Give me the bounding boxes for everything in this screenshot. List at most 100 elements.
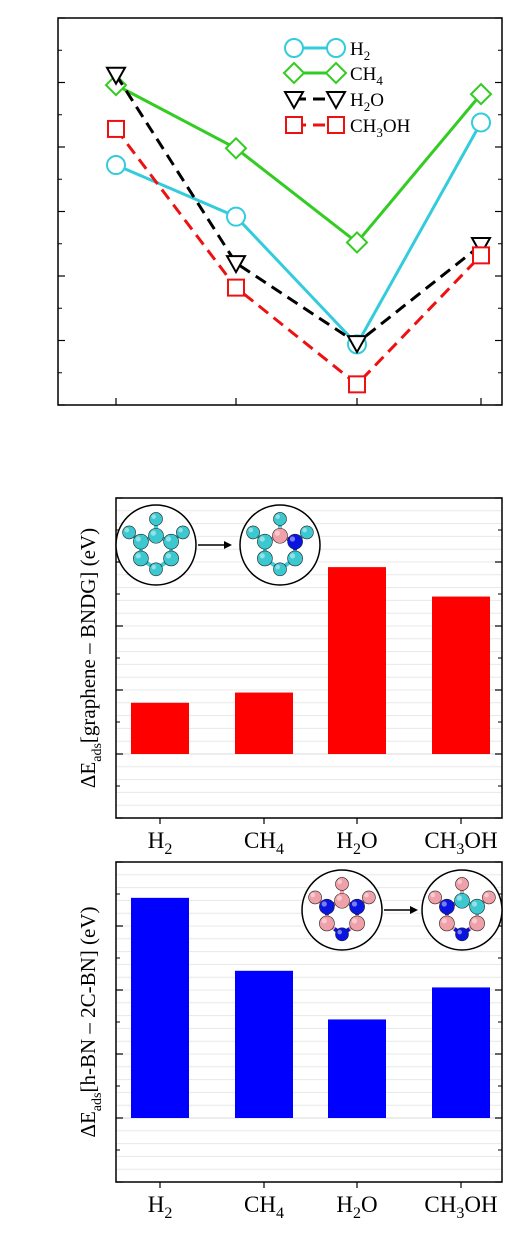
- series-line: [115, 121, 483, 347]
- bar-0: [131, 702, 189, 754]
- atom-highlight: [151, 514, 157, 519]
- atom: [133, 533, 149, 550]
- atom: [334, 892, 350, 909]
- atom: [469, 898, 485, 915]
- atom: [349, 915, 365, 932]
- atom-highlight: [484, 892, 489, 898]
- atom: [257, 550, 273, 567]
- x-tick-label-main: H: [148, 1192, 165, 1217]
- x-tick-label-main: H: [336, 828, 353, 853]
- x-tick-label: H2: [148, 828, 173, 858]
- y-axis-label-main: ΔE: [76, 1111, 100, 1137]
- structure-circle: [301, 869, 383, 951]
- atom: [133, 550, 149, 567]
- atom-highlight: [275, 564, 280, 570]
- atom: [455, 877, 469, 891]
- atom-highlight: [259, 553, 265, 559]
- atom-highlight: [302, 527, 307, 533]
- structure-circle: [115, 504, 197, 586]
- atom: [246, 525, 260, 540]
- x-tick-label-sub: 2: [164, 841, 172, 858]
- atom-highlight: [457, 929, 462, 935]
- x-tick-label-sub: 4: [276, 841, 284, 858]
- x-tick-label: CH4: [244, 828, 284, 858]
- atom-highlight: [259, 536, 265, 542]
- atom-highlight: [165, 553, 172, 559]
- legend-label: CH4: [350, 64, 383, 88]
- data-point: [470, 237, 492, 257]
- data-point: [471, 112, 491, 133]
- atom-highlight: [165, 536, 172, 542]
- atom-highlight: [321, 901, 327, 907]
- atom: [287, 550, 303, 567]
- y-axis-label-main: ΔE: [76, 762, 100, 788]
- atom-highlight: [457, 879, 462, 884]
- x-tick-label-tail: OH: [464, 828, 497, 853]
- atom: [300, 525, 314, 540]
- structure-circle: [239, 504, 321, 586]
- atom: [273, 512, 287, 526]
- atom-highlight: [351, 918, 358, 924]
- atom-highlight: [275, 514, 280, 519]
- legend-label-sub: 4: [376, 73, 383, 88]
- x-tick-label-main: H: [148, 828, 165, 853]
- legend-label-sub: 2: [364, 99, 371, 114]
- data-point: [325, 91, 347, 111]
- structure-circle: [421, 869, 503, 951]
- x-tick-label: H2O: [336, 1192, 377, 1222]
- atom: [319, 915, 335, 932]
- atom-highlight: [441, 918, 447, 924]
- atom-highlight: [471, 901, 478, 907]
- atom-highlight: [151, 564, 157, 570]
- atom: [176, 525, 190, 540]
- legend-label-sub: 3: [376, 125, 383, 140]
- atom-highlight: [289, 536, 296, 542]
- atom: [335, 877, 349, 891]
- atom: [439, 898, 455, 915]
- data-point: [224, 136, 248, 160]
- data-point: [285, 116, 303, 134]
- atom-highlight: [471, 918, 478, 924]
- x-tick-label-sub: 3: [456, 841, 464, 858]
- x-tick-label-sub: 2: [353, 841, 361, 858]
- atom: [163, 533, 179, 550]
- structure-border: [239, 504, 321, 586]
- atom: [149, 562, 163, 577]
- arrow-head: [410, 906, 418, 914]
- atom: [454, 892, 470, 909]
- arrow-head: [224, 541, 232, 549]
- atom-highlight: [441, 901, 447, 907]
- y-axis-label: ΔEads[graphene – BNDG] (eV): [76, 528, 105, 788]
- legend-label: CH3OH: [350, 116, 411, 140]
- y-axis-label-tail: [h-BN – 2C-BN] (eV): [76, 906, 100, 1092]
- plot-frame: [57, 17, 503, 406]
- data-point: [327, 116, 345, 134]
- bar-0: [131, 897, 189, 1118]
- atom-highlight: [124, 527, 130, 533]
- x-tick-label-tail: O: [361, 828, 378, 853]
- legend-label-sub: 2: [364, 48, 371, 63]
- data-point: [106, 155, 126, 176]
- series-CH3OH: [107, 119, 490, 394]
- x-tick-label: H2: [148, 1192, 173, 1222]
- legend-label-main: CH: [350, 64, 377, 85]
- bar-3: [432, 987, 490, 1118]
- atom: [455, 927, 469, 942]
- structure-border: [301, 869, 383, 951]
- atom: [335, 927, 349, 942]
- data-point: [284, 38, 304, 58]
- inset-graphene-to-bndg: [115, 504, 321, 586]
- atom-highlight: [321, 918, 327, 924]
- data-point: [105, 66, 127, 86]
- atom-highlight: [135, 553, 141, 559]
- data-point: [227, 278, 245, 297]
- atom-highlight: [456, 895, 462, 901]
- data-point: [346, 335, 368, 355]
- data-point: [282, 61, 306, 85]
- x-tick-label-main: CH: [424, 828, 456, 853]
- series-line: [114, 128, 483, 387]
- x-tick-label-sub: 2: [164, 1205, 172, 1222]
- atom-highlight: [310, 892, 316, 898]
- atom-highlight: [351, 901, 358, 907]
